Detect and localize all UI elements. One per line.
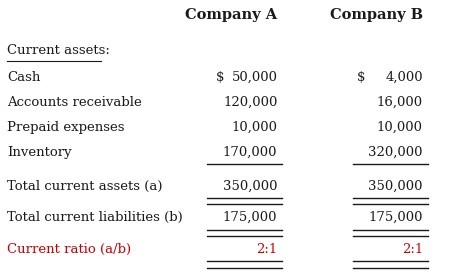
Text: 175,000: 175,000: [223, 211, 277, 224]
Text: 50,000: 50,000: [231, 71, 277, 84]
Text: Current ratio (a/b): Current ratio (a/b): [8, 243, 132, 256]
Text: Total current liabilities (b): Total current liabilities (b): [8, 211, 183, 224]
Text: 10,000: 10,000: [377, 121, 423, 134]
Text: $: $: [217, 71, 225, 84]
Text: 2:1: 2:1: [256, 243, 277, 256]
Text: 2:1: 2:1: [402, 243, 423, 256]
Text: Company A: Company A: [185, 8, 277, 22]
Text: 320,000: 320,000: [369, 146, 423, 159]
Text: Current assets:: Current assets:: [8, 44, 110, 57]
Text: 16,000: 16,000: [377, 96, 423, 109]
Text: Cash: Cash: [8, 71, 41, 84]
Text: 120,000: 120,000: [223, 96, 277, 109]
Text: Accounts receivable: Accounts receivable: [8, 96, 142, 109]
Text: 4,000: 4,000: [385, 71, 423, 84]
Text: $: $: [357, 71, 366, 84]
Text: 170,000: 170,000: [223, 146, 277, 159]
Text: Company B: Company B: [330, 8, 423, 22]
Text: Inventory: Inventory: [8, 146, 72, 159]
Text: Total current assets (a): Total current assets (a): [8, 180, 163, 192]
Text: 10,000: 10,000: [231, 121, 277, 134]
Text: 350,000: 350,000: [369, 180, 423, 192]
Text: 350,000: 350,000: [223, 180, 277, 192]
Text: Prepaid expenses: Prepaid expenses: [8, 121, 125, 134]
Text: 175,000: 175,000: [369, 211, 423, 224]
